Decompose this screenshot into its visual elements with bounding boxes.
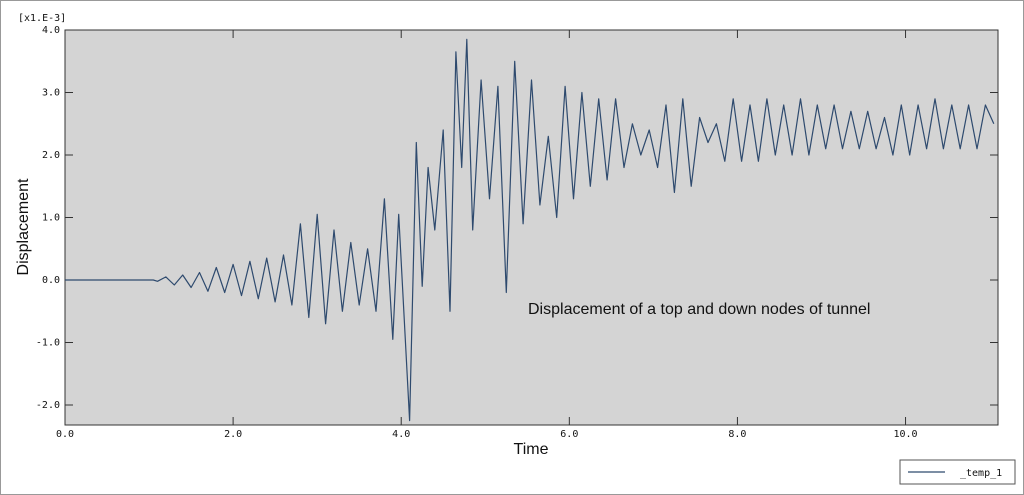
x-tick-label: 10.0 [893,429,917,440]
legend-label: _temp_1 [960,468,1002,479]
x-tick-label: 8.0 [728,429,746,440]
y-axis-label: Displacement [15,178,32,275]
y-tick-label: 0.0 [42,275,60,286]
plot-area [64,29,999,426]
y-tick-label: 3.0 [42,88,60,99]
data-line [65,38,995,422]
y-tick-label: 1.0 [42,213,60,224]
y-tick-label: -2.0 [36,400,60,411]
y-tick-label: -1.0 [36,338,60,349]
y-tick-label: 4.0 [42,25,60,36]
y-tick-label: 2.0 [42,150,60,161]
x-tick-label: 2.0 [224,429,242,440]
x-tick-label: 4.0 [392,429,410,440]
x-tick-label: 6.0 [560,429,578,440]
scale-note: [x1.E-3] [18,13,66,24]
x-tick-label: 0.0 [56,429,74,440]
annotation: Displacement of a top and down nodes of … [528,301,870,318]
x-axis-label: Time [514,441,549,458]
